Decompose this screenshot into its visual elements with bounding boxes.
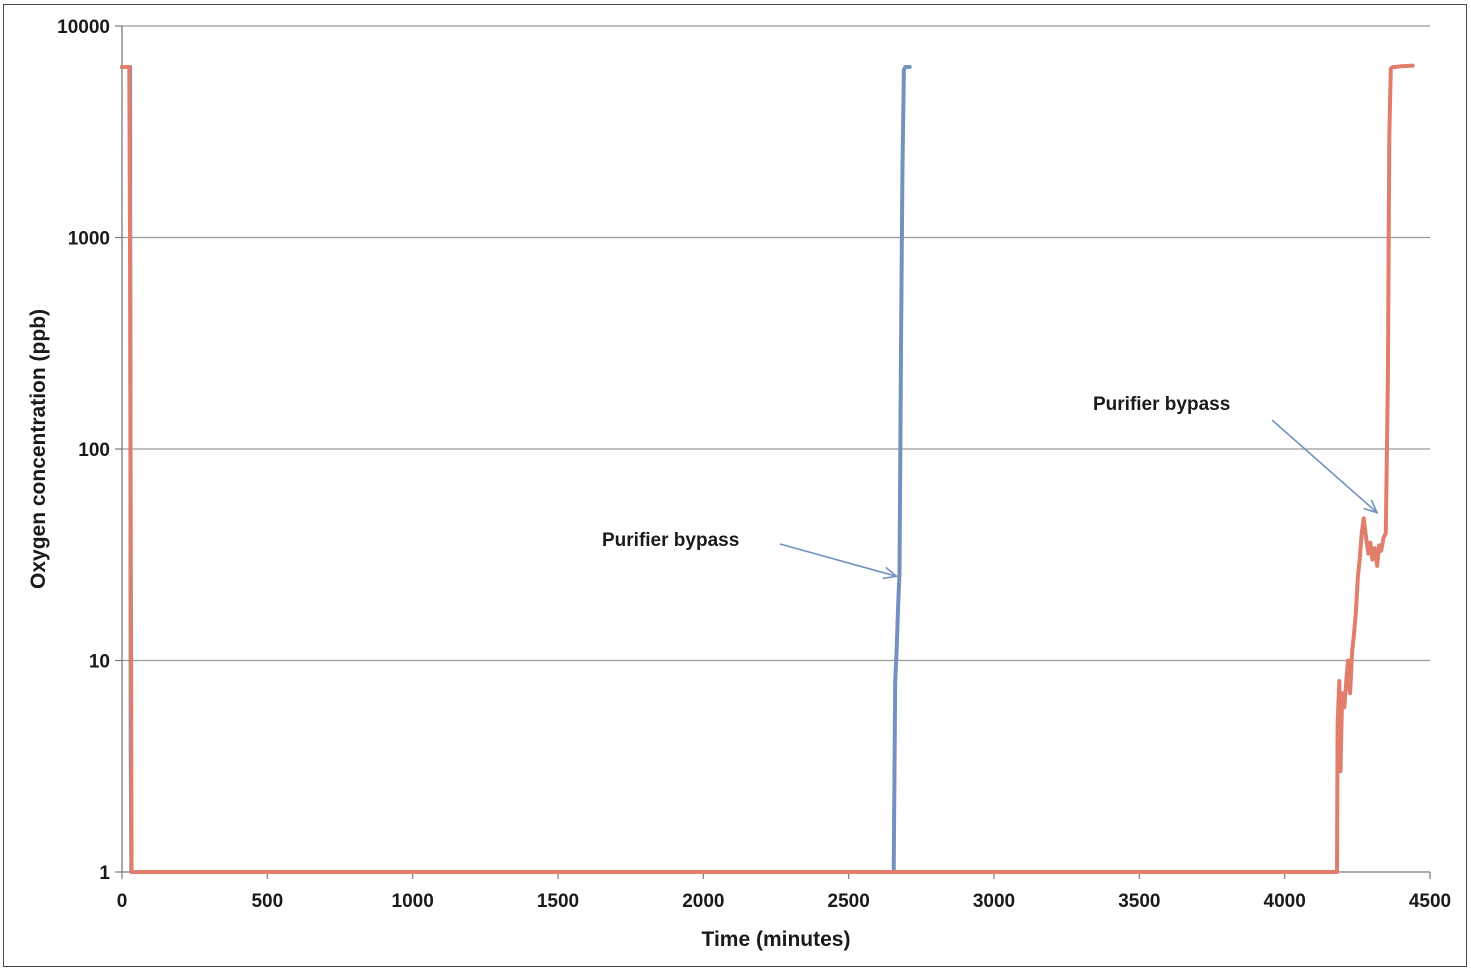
x-tick-label: 4000	[1264, 891, 1306, 912]
x-axis-title: Time (minutes)	[702, 928, 851, 951]
x-tick-label: 2500	[828, 891, 870, 912]
x-tick-label: 3500	[1118, 891, 1160, 912]
series-lines	[120, 63, 1415, 874]
annotations: Purifier bypass Purifier bypass	[602, 394, 1379, 580]
y-tick-label: 1000	[68, 229, 110, 250]
annotation-label: Purifier bypass	[602, 530, 739, 551]
x-tick-label: 3000	[973, 891, 1015, 912]
annotation-label: Purifier bypass	[1093, 394, 1230, 415]
annotation-arrow	[779, 543, 897, 578]
series-line-1	[120, 65, 912, 874]
y-tick-label: 10	[89, 652, 110, 673]
x-tick-label: 4500	[1409, 891, 1451, 912]
annotation-arrowhead	[1363, 499, 1379, 514]
y-tick-label: 1	[99, 863, 110, 884]
series-line-2	[120, 63, 1415, 874]
y-tick-label: 100	[78, 440, 110, 461]
gridlines	[122, 25, 1430, 662]
axes	[115, 25, 1431, 879]
y-tick-label: 10000	[57, 17, 110, 38]
x-tick-label: 2000	[682, 891, 724, 912]
x-tick-label: 1500	[537, 891, 579, 912]
y-axis-title: Oxygen concentration (ppb)	[27, 309, 50, 589]
x-tick-label: 500	[251, 891, 283, 912]
annotation-arrow	[1271, 419, 1378, 514]
chart-frame	[3, 4, 1467, 967]
annotation-arrowhead	[882, 566, 899, 580]
x-tick-label: 0	[117, 891, 128, 912]
x-tick-label: 1000	[392, 891, 434, 912]
tick-labels: 1 10 100 1000 10000 0 500 1000 1500 2000 2500 3000 3…	[57, 17, 1451, 912]
